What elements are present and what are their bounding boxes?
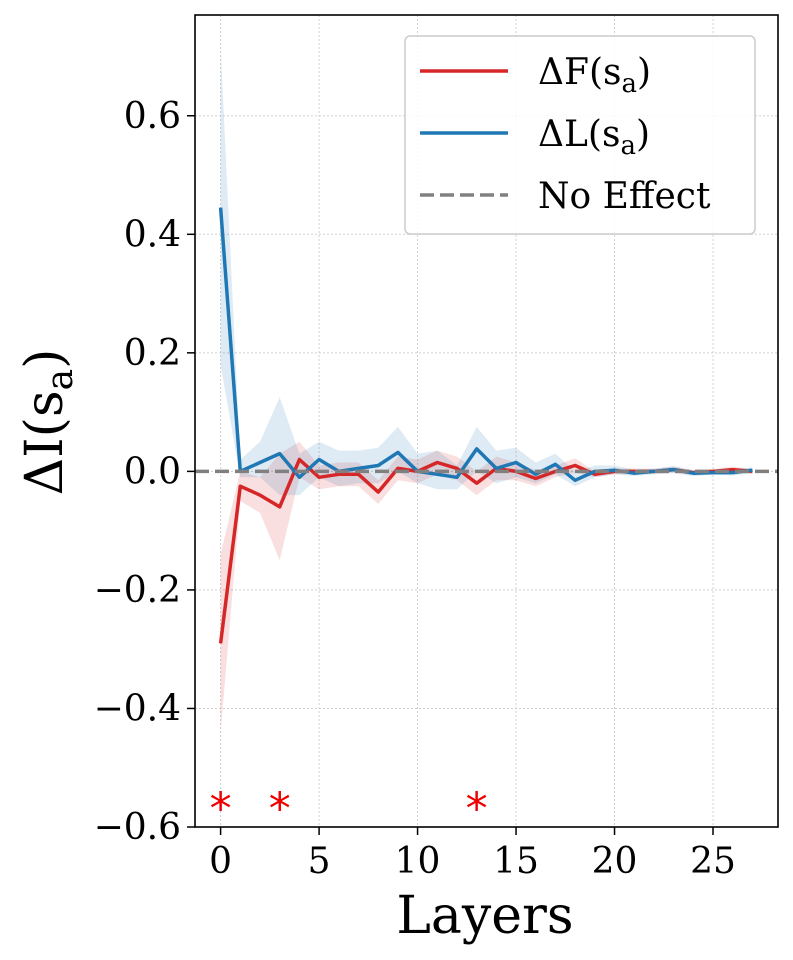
y-axis-title-main: ΔI(s <box>15 390 75 495</box>
x-tick-label: 20 <box>592 841 638 882</box>
significance-marker: * <box>210 783 232 834</box>
x-tick-label: 5 <box>308 841 331 882</box>
y-tick-label: 0.0 <box>124 451 181 492</box>
legend: ΔF(sa) ΔL(sa) No Effect <box>404 35 756 235</box>
significance-markers: * * * <box>210 783 488 834</box>
significance-marker: * <box>269 783 291 834</box>
legend-label-no-effect: No Effect <box>538 176 711 217</box>
x-axis-title: Layers <box>396 886 573 946</box>
series-lines <box>195 207 778 644</box>
y-tick-label: −0.2 <box>94 570 181 611</box>
series-band-1 <box>220 47 753 496</box>
y-axis-title-close: ) <box>15 349 75 369</box>
legend-box <box>404 35 756 235</box>
y-tick-label: 0.2 <box>124 333 181 374</box>
x-tick-label: 0 <box>209 841 232 882</box>
x-tick-label: 15 <box>493 841 539 882</box>
legend-label-l: ΔL(sa) <box>538 114 650 161</box>
y-tick-label: −0.4 <box>94 688 181 729</box>
significance-marker: * <box>466 783 488 834</box>
plot-frame <box>194 14 779 828</box>
axis-ticks: 0 5 10 15 20 25 0.6 0.4 0.2 0.0 −0.2 −0.4 −0.6 <box>94 96 736 882</box>
y-tick-label: −0.6 <box>94 807 181 848</box>
y-axis-title: ΔI(sa) <box>15 349 81 496</box>
x-tick-label: 25 <box>690 841 736 882</box>
legend-label-f: ΔF(sa) <box>538 52 651 99</box>
x-tick-label: 10 <box>395 841 441 882</box>
y-tick-label: 0.6 <box>124 96 181 137</box>
y-tick-label: 0.4 <box>124 214 181 255</box>
y-axis-title-sub: a <box>40 369 81 390</box>
